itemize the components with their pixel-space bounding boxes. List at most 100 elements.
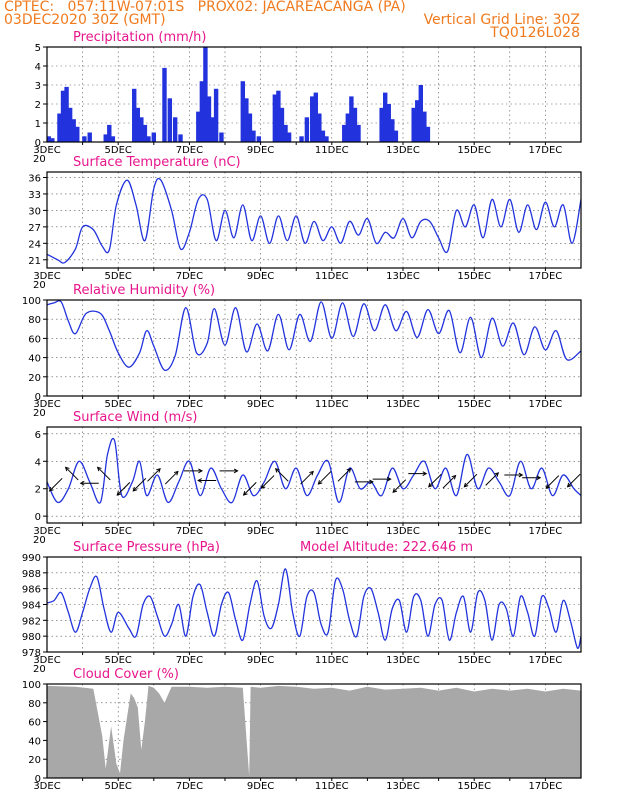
precipitation-bar [206,96,212,142]
wind-xtick-label: 15DEC [457,526,491,537]
precipitation-bar [411,107,416,142]
precipitation-bar [283,124,288,142]
wind-arrow-head [494,472,500,477]
cloud-cover-xtick-label: 7DEC [176,781,203,792]
precipitation-bar [57,113,62,142]
precipitation-year-label: 20 [33,154,46,165]
humidity-ytick-label: 100 [22,296,41,307]
cloud-cover-xtick-label: 3DEC [33,781,60,792]
humidity-year-label: 20 [33,408,46,419]
wind-ytick-label: 6 [35,430,41,441]
precipitation-bar [71,119,76,142]
wind-arrow-head [156,467,161,473]
precipitation-bar [162,67,167,142]
precipitation-bar [383,92,388,142]
cloud-cover-title: Cloud Cover (%) [73,667,179,682]
wind-arrow-head [317,480,323,485]
precipitation-xtick-label: 17DEC [529,145,563,156]
pressure-xtick-label: 3DEC [33,655,60,666]
precipitation-bar [251,130,256,142]
wind-arrow-head [392,488,398,494]
humidity-xtick-label: 17DEC [529,399,563,410]
precipitation-bar [304,117,310,142]
precipitation-bar [67,107,73,142]
header-vertical-grid-line: Vertical Grid Line: 30Z [423,12,580,28]
precipitation-bar [199,81,205,142]
precipitation-bar [247,113,253,142]
precipitation-bar [352,107,358,142]
pressure-xtick-label: 17DEC [529,655,563,666]
precipitation-bar [107,124,112,142]
precipitation-bar [219,132,224,142]
precipitation-bar [132,88,137,142]
cloud-cover-xtick-label: 17DEC [529,781,563,792]
wind-arrow-head [536,475,542,481]
humidity-xtick-label: 13DEC [386,399,420,410]
wind-arrow-shaft [318,471,332,485]
cloud-cover-xtick-label: 5DEC [105,781,132,792]
precipitation-bar [272,94,278,142]
cloud-cover-ytick-label: 0 [35,774,41,785]
wind-arrow-shaft [261,475,275,489]
temperature-xtick-label: 7DEC [176,271,203,282]
temperature-ytick-label: 36 [28,173,41,184]
wind-arrow-head [64,466,70,472]
precipitation-bar [213,88,219,142]
precipitation-bar [310,96,315,142]
precipitation-bar [256,136,262,142]
wind-arrow-shaft [567,473,581,488]
wind-frame [46,426,582,524]
precipitation-xtick-label: 5DEC [105,145,132,156]
wind-arrow-head [274,467,280,473]
precipitation-bar [172,117,178,142]
precipitation-bar [317,113,322,142]
precipitation-bar [324,136,329,142]
precipitation-xtick-label: 15DEC [457,145,491,156]
header-run-id: TQ0126L028 [490,25,580,41]
precipitation-bar [135,107,140,142]
temperature-frame [46,171,582,269]
precipitation-ytick-label: 0 [35,138,41,149]
humidity-xtick-label: 7DEC [176,399,203,410]
wind-arrow-shaft [545,475,560,489]
precipitation-bar [167,98,173,142]
wind-arrow-head [48,486,54,492]
humidity-frame [46,299,582,397]
cloud-cover-xtick-label: 9DEC [247,781,274,792]
temperature-year-label: 20 [33,280,46,291]
wind-arrow-head [309,470,314,476]
wind-arrow-head [198,468,204,474]
wind-arrow-shaft [65,466,79,481]
precipitation-ytick-label: 5 [35,43,41,54]
humidity-title: Relative Humidity (%) [73,283,215,298]
wind-arrow-head [518,472,524,478]
humidity-xtick-label: 3DEC [33,399,60,410]
wind-arrow-head [451,474,457,480]
cloud-cover-xtick-label: 15DEC [457,781,491,792]
wind-xtick-label: 13DEC [386,526,420,537]
wind-arrow-shaft [442,475,456,489]
precipitation-bar [425,126,431,142]
precipitation-bar [313,92,318,142]
wind-ytick-label: 0 [35,512,41,523]
precipitation-xtick-label: 9DEC [247,145,274,156]
wind-series-line [46,437,582,504]
precipitation-bar [146,136,151,142]
precipitation-xtick-label: 13DEC [386,145,420,156]
precipitation-bar [210,117,215,142]
precipitation-bar [345,113,351,142]
wind-arrow-head [242,491,248,496]
precipitation-ytick-label: 3 [35,81,41,92]
precipitation-bar [87,132,92,142]
humidity-xtick-label: 5DEC [105,399,132,410]
humidity-ytick-label: 60 [28,334,41,345]
temperature-ytick-label: 33 [28,190,41,201]
humidity-xtick-label: 11DEC [315,399,349,410]
wind-arrow-head [422,471,428,476]
precipitation-bar [60,90,66,142]
precipitation-xtick-label: 7DEC [176,145,203,156]
precipitation-title: Precipitation (mm/h) [73,30,206,45]
wind-xtick-label: 3DEC [33,526,60,537]
precipitation-bar [50,138,55,142]
cloud-cover-ytick-label: 60 [28,718,41,729]
